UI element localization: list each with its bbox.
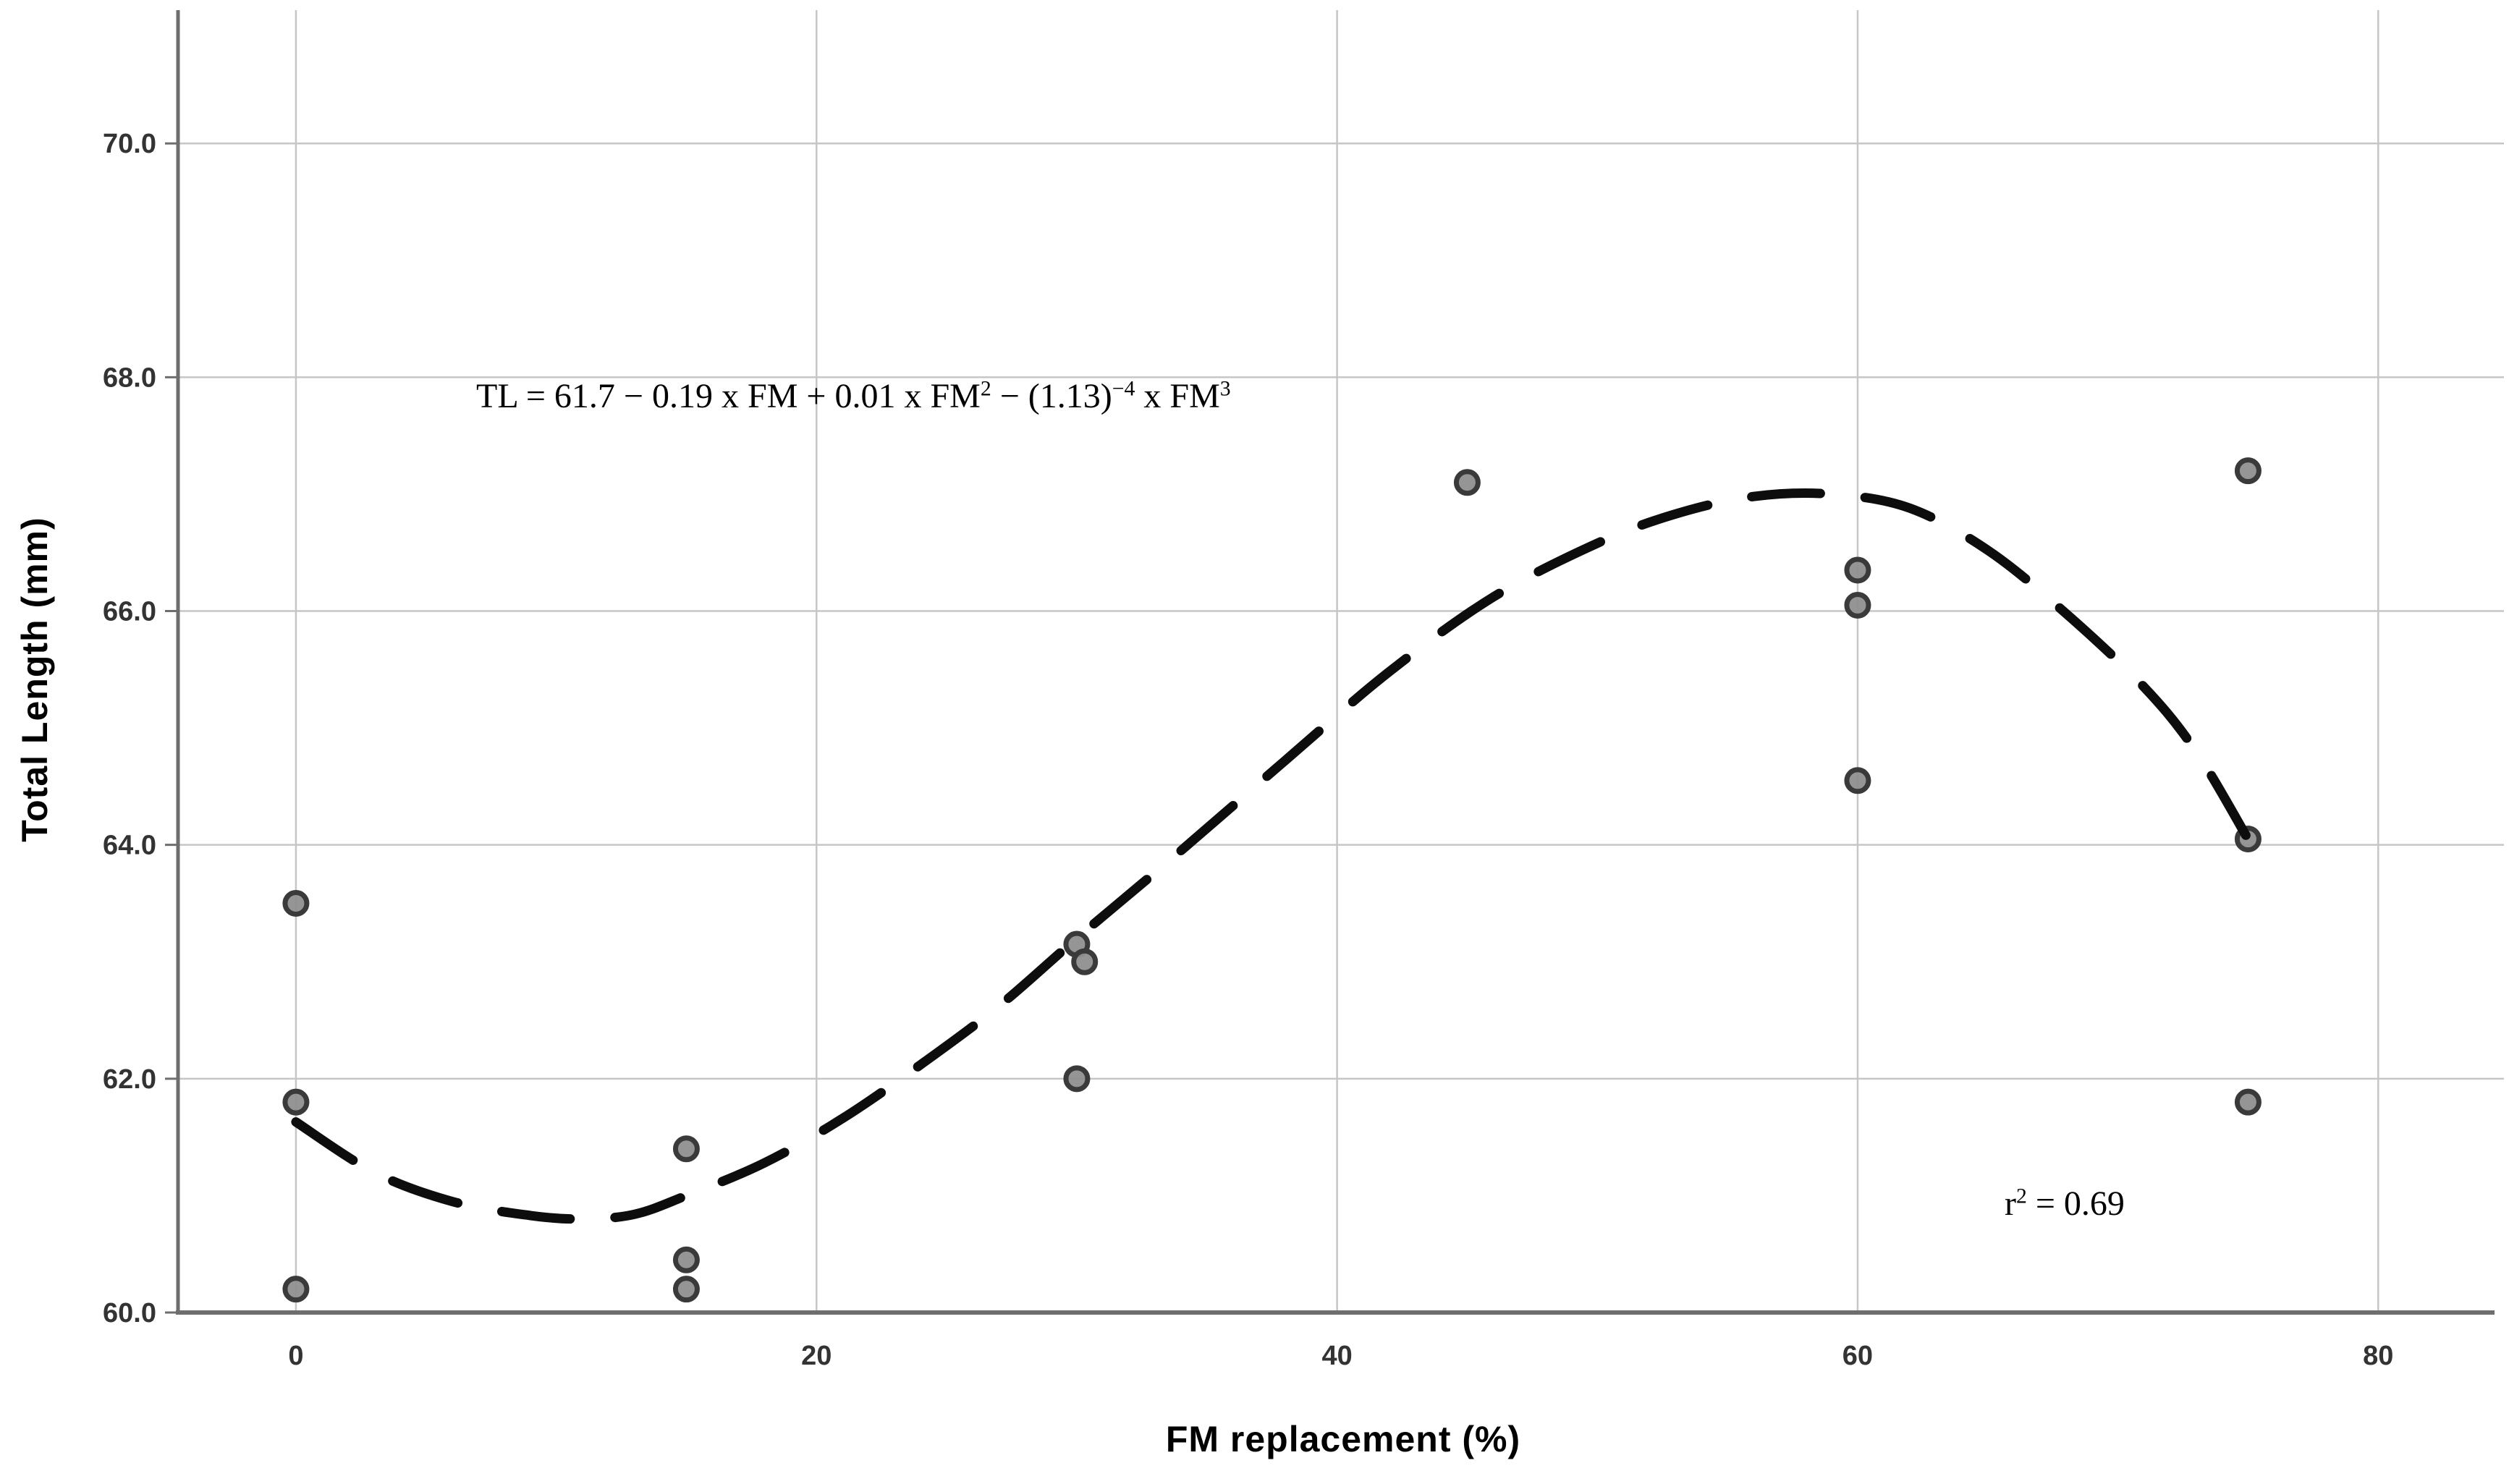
x-axis-tick-label: 20 bbox=[801, 1341, 832, 1371]
y-axis-tick-label: 62.0 bbox=[103, 1064, 156, 1095]
data-point bbox=[1844, 591, 1871, 619]
text-run: − (1.13) bbox=[991, 377, 1112, 415]
data-point bbox=[1844, 556, 1871, 584]
regression-equation: TL = 61.7 − 0.19 x FM + 0.01 x FM2 − (1.… bbox=[476, 376, 1231, 416]
data-point bbox=[1071, 948, 1099, 975]
y-axis-tick-label: 64.0 bbox=[103, 831, 156, 861]
x-axis-tick-label: 60 bbox=[1842, 1341, 1873, 1371]
text-run: = 0.69 bbox=[2026, 1184, 2125, 1223]
data-point bbox=[1063, 1065, 1091, 1093]
superscript: 2 bbox=[2015, 1184, 2027, 1208]
data-point bbox=[2234, 457, 2262, 485]
x-axis-tick-label: 40 bbox=[1321, 1341, 1352, 1371]
x-axis-tick-label: 80 bbox=[2363, 1341, 2393, 1371]
data-point bbox=[672, 1276, 700, 1303]
superscript: 3 bbox=[1219, 376, 1231, 401]
data-point bbox=[282, 889, 310, 917]
data-point bbox=[2234, 1088, 2262, 1116]
fit-curve bbox=[291, 488, 2253, 1224]
superscript: −4 bbox=[1112, 376, 1135, 401]
r-squared-label: r2 = 0.69 bbox=[2005, 1184, 2125, 1224]
text-run: TL = 61.7 − 0.19 x FM + 0.01 x FM bbox=[476, 377, 981, 415]
y-axis-tick-label: 66.0 bbox=[103, 597, 156, 627]
data-point bbox=[672, 1246, 700, 1273]
data-point bbox=[282, 1088, 310, 1116]
data-point bbox=[1844, 767, 1871, 794]
y-axis-title: Total Length (mm) bbox=[14, 517, 55, 842]
superscript: 2 bbox=[980, 376, 991, 401]
data-point bbox=[282, 1276, 310, 1303]
data-point bbox=[672, 1135, 700, 1163]
data-point bbox=[1453, 469, 1481, 496]
y-axis-tick-label: 68.0 bbox=[103, 362, 156, 393]
text-run: r bbox=[2005, 1184, 2016, 1223]
x-axis-tick-label: 0 bbox=[288, 1341, 303, 1371]
text-run: x FM bbox=[1135, 377, 1220, 415]
x-axis-title: FM replacement (%) bbox=[1165, 1419, 1521, 1459]
y-axis-tick-label: 70.0 bbox=[103, 129, 156, 159]
y-axis-tick-label: 60.0 bbox=[103, 1298, 156, 1328]
